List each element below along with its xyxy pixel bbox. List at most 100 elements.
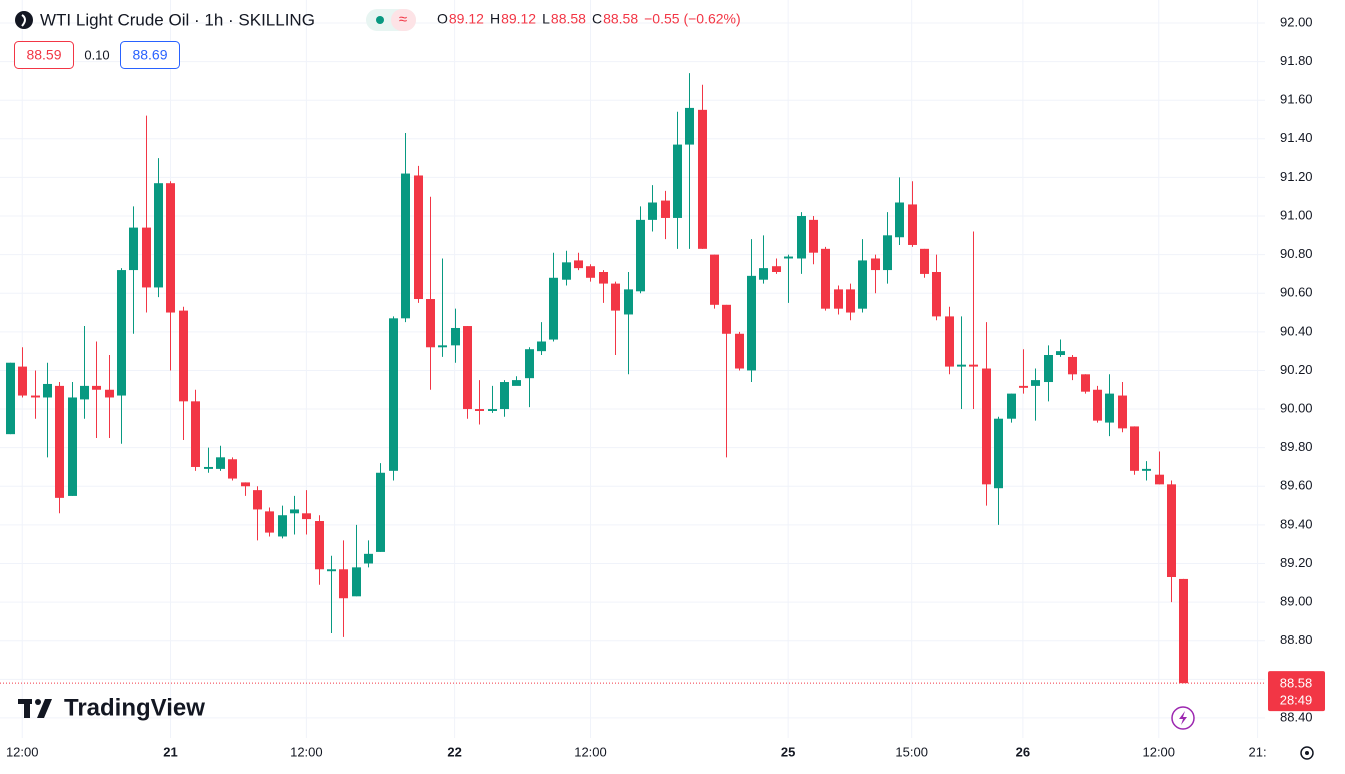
- candle-body: [797, 216, 806, 259]
- candle-body: [661, 200, 670, 218]
- candle-body: [364, 553, 373, 564]
- candle-body: [908, 204, 917, 245]
- candle-body: [574, 260, 583, 269]
- ask-price[interactable]: 88.69: [132, 47, 167, 63]
- candle-body: [871, 258, 880, 271]
- candle-body: [772, 266, 781, 272]
- candle-body: [31, 395, 40, 398]
- candle-body: [1118, 395, 1127, 429]
- candle-body: [105, 389, 114, 398]
- watermark-logo: [18, 699, 52, 718]
- candle-body: [735, 333, 744, 369]
- candle-body: [920, 248, 929, 274]
- y-tick-label: 92.00: [1280, 14, 1313, 29]
- y-tick-label: 89.80: [1280, 439, 1313, 454]
- candle-body: [216, 457, 225, 469]
- y-tick-label: 91.80: [1280, 53, 1313, 68]
- candle-body: [1167, 484, 1176, 578]
- x-tick-label: 12:00: [6, 744, 39, 759]
- x-tick-label: 26: [1016, 744, 1030, 759]
- candle-body: [463, 326, 472, 410]
- candle-body: [1068, 356, 1077, 375]
- x-tick-label: 12:00: [574, 744, 607, 759]
- candle-body: [982, 368, 991, 485]
- x-tick-label: 21: [163, 744, 177, 759]
- candle-body: [389, 318, 398, 471]
- candle-body: [821, 248, 830, 309]
- candle-body: [43, 383, 52, 398]
- candle-body: [685, 107, 694, 145]
- candle-body: [1081, 374, 1090, 392]
- candle-body: [648, 202, 657, 220]
- candle-body: [710, 254, 719, 305]
- candle-body: [809, 219, 818, 253]
- ohlc-legend: O 89.12 H 89.12 L 88.58 C 88.58 −0.55 (−0.62%): [437, 11, 741, 27]
- candle-body: [512, 380, 521, 386]
- candle-body: [438, 345, 447, 348]
- candle-body: [957, 364, 966, 367]
- status-pill-right[interactable]: [391, 9, 416, 31]
- ohlc-value: 88.58: [551, 11, 586, 27]
- y-tick-label: 90.60: [1280, 285, 1313, 300]
- candle-body: [1031, 380, 1040, 386]
- candle-body: [747, 275, 756, 371]
- watermark: TradingView: [64, 694, 205, 721]
- candle-body: [784, 256, 793, 259]
- candle-body: [339, 569, 348, 599]
- candle-body: [1044, 355, 1053, 383]
- countdown: 28:49: [1280, 693, 1313, 708]
- candle-body: [624, 289, 633, 315]
- ohlc-value: 89.12: [501, 11, 536, 27]
- delayed-icon: ≈: [399, 11, 407, 28]
- y-tick-label: 91.40: [1280, 130, 1313, 145]
- x-tick-label: 22: [447, 744, 461, 759]
- candle-body: [1007, 393, 1016, 419]
- last-price-box: [1268, 671, 1325, 712]
- bid-price[interactable]: 88.59: [26, 47, 61, 63]
- spread: 0.10: [84, 47, 109, 62]
- candle-body: [599, 271, 608, 284]
- candle-body: [204, 466, 213, 469]
- candle-body: [673, 144, 682, 218]
- market-open-dot: [376, 16, 384, 24]
- candle-body: [278, 515, 287, 537]
- y-tick-label: 88.40: [1280, 709, 1313, 724]
- candle-body: [537, 341, 546, 352]
- candle-body: [401, 173, 410, 319]
- y-tick-label: 89.00: [1280, 594, 1313, 609]
- ohlc-key: H: [490, 11, 500, 27]
- y-tick-label: 90.00: [1280, 400, 1313, 415]
- candle-body: [1155, 474, 1164, 485]
- candle-body: [994, 418, 1003, 489]
- buy-button[interactable]: [120, 41, 180, 69]
- x-tick-label: 12:00: [290, 744, 323, 759]
- y-tick-label: 91.00: [1280, 207, 1313, 222]
- candle-body: [327, 569, 336, 572]
- y-tick-label: 91.20: [1280, 169, 1313, 184]
- candle-body: [883, 235, 892, 271]
- candle-body: [611, 283, 620, 311]
- x-tick-label: 25: [781, 744, 795, 759]
- candle-body: [722, 304, 731, 334]
- x-tick-label: 15:00: [895, 744, 928, 759]
- change-value: −0.55 (−0.62%): [644, 11, 741, 27]
- settings-icon[interactable]: [1300, 746, 1314, 760]
- candle-body: [1105, 393, 1114, 423]
- candle-body: [698, 109, 707, 249]
- candle-body: [1019, 385, 1028, 388]
- candle-body: [1093, 389, 1102, 421]
- last-price-label: 88.58: [1280, 676, 1313, 691]
- candle-body: [55, 385, 64, 498]
- y-tick-label: 91.60: [1280, 92, 1313, 107]
- candle-body: [253, 490, 262, 510]
- y-tick-label: 89.60: [1280, 478, 1313, 493]
- candles: [6, 73, 1188, 684]
- candle-body: [549, 277, 558, 340]
- candle-body: [191, 401, 200, 467]
- candle-body: [500, 382, 509, 410]
- y-tick-label: 89.20: [1280, 555, 1313, 570]
- sell-button[interactable]: [14, 41, 74, 69]
- candle-body: [562, 262, 571, 280]
- y-tick-label: 88.80: [1280, 632, 1313, 647]
